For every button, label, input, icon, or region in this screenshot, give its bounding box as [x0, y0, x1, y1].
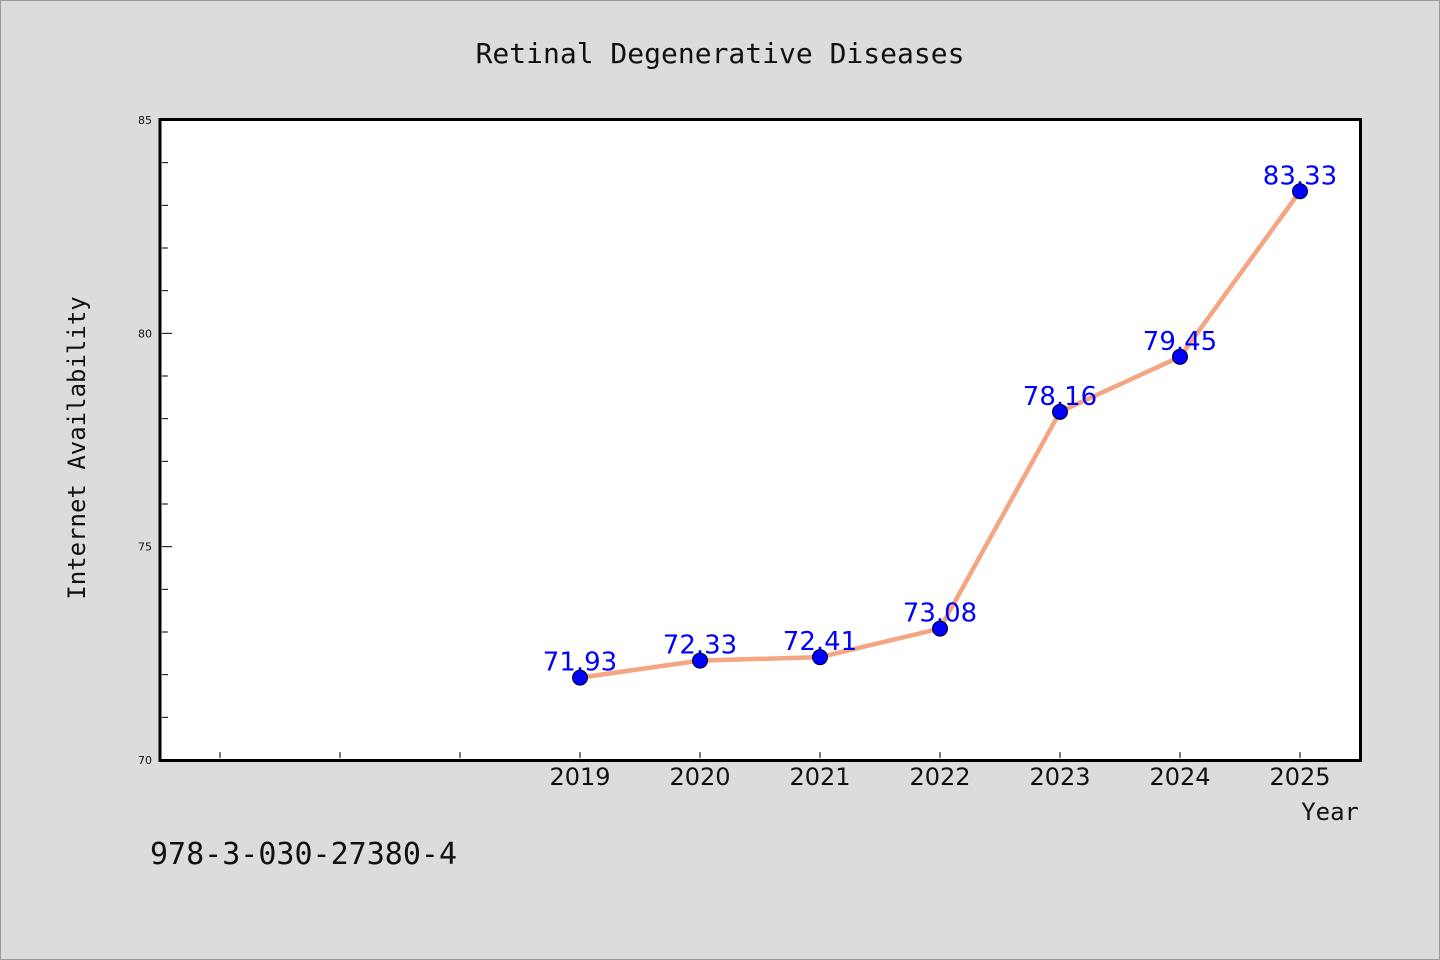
data-point	[572, 669, 588, 686]
plot-area	[158, 118, 1362, 762]
x-tick-label: 2025	[1269, 763, 1330, 791]
data-point	[812, 649, 828, 666]
x-axis: 2019 2020 2021 2022 2023 2024 2025	[219, 752, 1331, 791]
x-tick-label: 2019	[549, 763, 610, 791]
y-tick-label: 80	[138, 327, 152, 340]
chart-title: Retinal Degenerative Diseases	[476, 37, 965, 70]
y-axis-label: Internet Availability	[63, 296, 91, 599]
data-point	[1292, 183, 1308, 200]
data-point	[692, 652, 708, 669]
x-tick-label: 2020	[669, 763, 730, 791]
x-axis-label: Year	[1301, 798, 1359, 826]
y-axis: 70 75 80 85	[138, 114, 172, 767]
x-tick-label: 2022	[909, 763, 970, 791]
y-tick-label: 85	[138, 114, 152, 127]
data-point	[1052, 403, 1068, 420]
x-tick-label: 2023	[1029, 763, 1090, 791]
data-point	[1172, 348, 1188, 365]
x-tick-label: 2024	[1149, 763, 1210, 791]
isbn-text: 978-3-030-27380-4	[150, 837, 457, 872]
x-tick-label: 2021	[789, 763, 850, 791]
data-point	[932, 620, 948, 637]
y-tick-label: 70	[138, 754, 152, 767]
y-tick-label: 75	[138, 541, 152, 554]
